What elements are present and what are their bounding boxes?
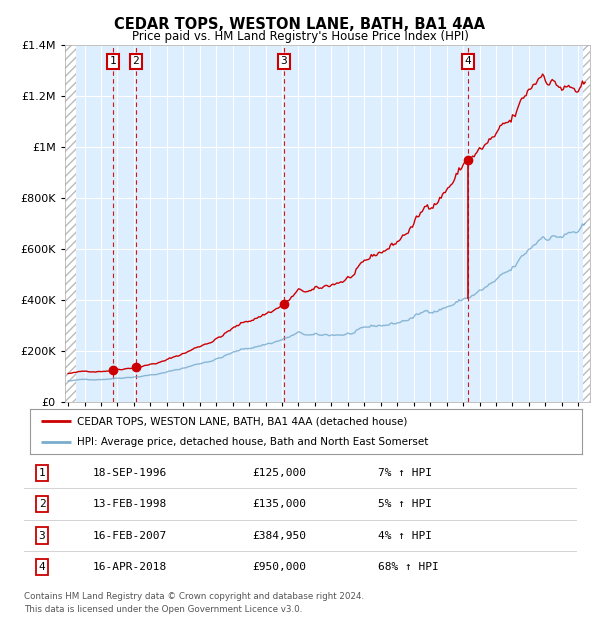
Text: 5% ↑ HPI: 5% ↑ HPI <box>378 499 432 509</box>
Text: CEDAR TOPS, WESTON LANE, BATH, BA1 4AA: CEDAR TOPS, WESTON LANE, BATH, BA1 4AA <box>115 17 485 32</box>
Text: 18-SEP-1996: 18-SEP-1996 <box>93 467 167 477</box>
Text: CEDAR TOPS, WESTON LANE, BATH, BA1 4AA (detached house): CEDAR TOPS, WESTON LANE, BATH, BA1 4AA (… <box>77 416 407 427</box>
Text: 2: 2 <box>133 56 139 66</box>
Bar <box>583 45 590 402</box>
Text: 4: 4 <box>464 56 471 66</box>
Text: HPI: Average price, detached house, Bath and North East Somerset: HPI: Average price, detached house, Bath… <box>77 436 428 447</box>
Text: Price paid vs. HM Land Registry's House Price Index (HPI): Price paid vs. HM Land Registry's House … <box>131 30 469 43</box>
Text: £950,000: £950,000 <box>252 562 306 572</box>
Text: 13-FEB-1998: 13-FEB-1998 <box>93 499 167 509</box>
Text: 3: 3 <box>38 531 46 541</box>
Text: 2: 2 <box>38 499 46 509</box>
Text: This data is licensed under the Open Government Licence v3.0.: This data is licensed under the Open Gov… <box>24 604 302 614</box>
Text: 1: 1 <box>109 56 116 66</box>
Text: £135,000: £135,000 <box>252 499 306 509</box>
Text: 7% ↑ HPI: 7% ↑ HPI <box>378 467 432 477</box>
Text: 1: 1 <box>38 467 46 477</box>
Text: £384,950: £384,950 <box>252 531 306 541</box>
Bar <box>65 45 76 402</box>
Text: 3: 3 <box>281 56 287 66</box>
Text: £125,000: £125,000 <box>252 467 306 477</box>
Text: 68% ↑ HPI: 68% ↑ HPI <box>378 562 439 572</box>
Text: 4: 4 <box>38 562 46 572</box>
Text: 16-APR-2018: 16-APR-2018 <box>93 562 167 572</box>
Text: 16-FEB-2007: 16-FEB-2007 <box>93 531 167 541</box>
Text: Contains HM Land Registry data © Crown copyright and database right 2024.: Contains HM Land Registry data © Crown c… <box>24 592 364 601</box>
Text: 4% ↑ HPI: 4% ↑ HPI <box>378 531 432 541</box>
